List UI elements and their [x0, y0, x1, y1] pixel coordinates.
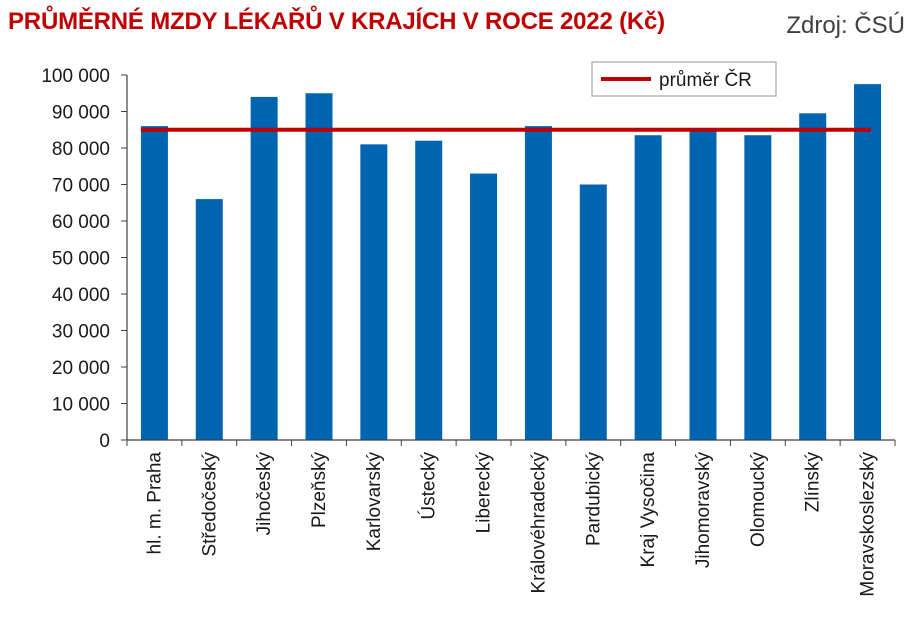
- bar: [854, 84, 882, 440]
- legend-label-average: průměr ČR: [659, 69, 752, 91]
- x-tick-label: Kraj Vysočina: [638, 452, 659, 568]
- bars: [140, 84, 882, 441]
- bar: [689, 129, 717, 440]
- legend: průměr ČR: [591, 61, 777, 97]
- source-label: Zdroj: ČSÚ: [786, 12, 905, 39]
- x-tick-label: Moravskoslezský: [858, 452, 879, 597]
- y-tick-label: 80 000: [52, 139, 110, 160]
- y-tick-label: 50 000: [52, 249, 110, 270]
- y-axis-labels: 0 10 000 20 000 30 000 40 000 50 000 60 000 70 …: [41, 66, 110, 452]
- bar: [744, 135, 772, 440]
- bar: [360, 144, 388, 440]
- y-tick-label: 0: [99, 431, 110, 452]
- y-tick-label: 60 000: [52, 212, 110, 233]
- y-tick-label: 10 000: [52, 395, 110, 416]
- x-axis-labels: hl. m. Praha Středočeský Jihočeský Plzeňský…: [144, 452, 878, 597]
- y-tick-label: 100 000: [41, 66, 110, 87]
- x-tick-label: Královéhradecký: [528, 452, 549, 594]
- x-tick-label: Karlovarský: [364, 452, 385, 552]
- bar: [140, 126, 168, 440]
- bar: [195, 199, 223, 440]
- bar: [634, 135, 662, 440]
- bar: [579, 184, 607, 440]
- bar: [524, 126, 552, 440]
- x-tick-label: Jihočeský: [254, 452, 275, 536]
- y-tick-label: 90 000: [52, 103, 110, 124]
- x-tick-label: Liberecký: [474, 452, 495, 534]
- x-tick-label: Ústecký: [418, 452, 440, 520]
- x-tick-label: Středočeský: [199, 452, 220, 557]
- chart-title: PRŮMĚRNÉ MZDY LÉKAŘŮ V KRAJÍCH V ROCE 20…: [8, 8, 665, 35]
- bar: [799, 113, 827, 440]
- x-tick-label: Olomoucký: [748, 452, 769, 548]
- y-tick-label: 70 000: [52, 176, 110, 197]
- bar: [305, 93, 333, 440]
- axes: [121, 74, 896, 446]
- y-tick-label: 30 000: [52, 322, 110, 343]
- x-tick-label: Jihomoravský: [693, 452, 714, 569]
- bar: [415, 140, 443, 440]
- x-tick-label: Plzeňský: [309, 452, 330, 529]
- y-tick-label: 20 000: [52, 358, 110, 379]
- x-tick-label: Pardubický: [583, 452, 604, 546]
- x-tick-label: Zlínský: [803, 452, 824, 513]
- bar: [470, 173, 498, 441]
- y-tick-label: 40 000: [52, 285, 110, 306]
- x-tick-label: hl. m. Praha: [144, 452, 165, 555]
- bar: [250, 96, 278, 441]
